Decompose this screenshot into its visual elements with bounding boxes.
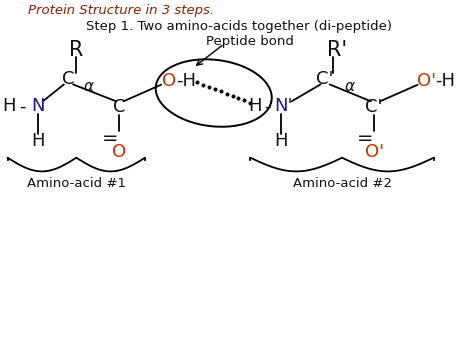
- Text: C': C': [365, 98, 383, 116]
- Text: R: R: [69, 40, 83, 60]
- Text: $\alpha$: $\alpha$: [83, 79, 95, 94]
- Text: H: H: [31, 132, 45, 150]
- Text: H: H: [274, 132, 288, 150]
- Text: $\alpha$: $\alpha$: [344, 79, 356, 94]
- Text: H: H: [248, 97, 262, 115]
- Text: Peptide bond: Peptide bond: [207, 35, 294, 48]
- Text: -H: -H: [176, 72, 196, 90]
- Text: C: C: [62, 70, 75, 88]
- Text: -H: -H: [435, 72, 455, 90]
- Text: N: N: [31, 97, 45, 115]
- Text: O: O: [162, 72, 176, 90]
- Text: Amino-acid #1: Amino-acid #1: [27, 178, 126, 191]
- Text: =: =: [101, 129, 118, 148]
- Text: H: H: [2, 97, 16, 115]
- Text: Protein Structure in 3 steps.: Protein Structure in 3 steps.: [28, 4, 214, 17]
- Text: -: -: [264, 97, 271, 115]
- Text: =: =: [357, 129, 373, 148]
- Text: Step 1. Two amino-acids together (di-peptide): Step 1. Two amino-acids together (di-pep…: [86, 20, 392, 33]
- Text: R': R': [328, 40, 347, 60]
- Text: O': O': [365, 143, 383, 161]
- Text: N': N': [274, 97, 293, 115]
- Text: O: O: [112, 143, 126, 161]
- Text: C': C': [316, 70, 334, 88]
- Text: O': O': [417, 72, 437, 90]
- Text: Amino-acid #2: Amino-acid #2: [292, 178, 392, 191]
- Text: C: C: [113, 98, 125, 116]
- Text: -: -: [19, 97, 26, 115]
